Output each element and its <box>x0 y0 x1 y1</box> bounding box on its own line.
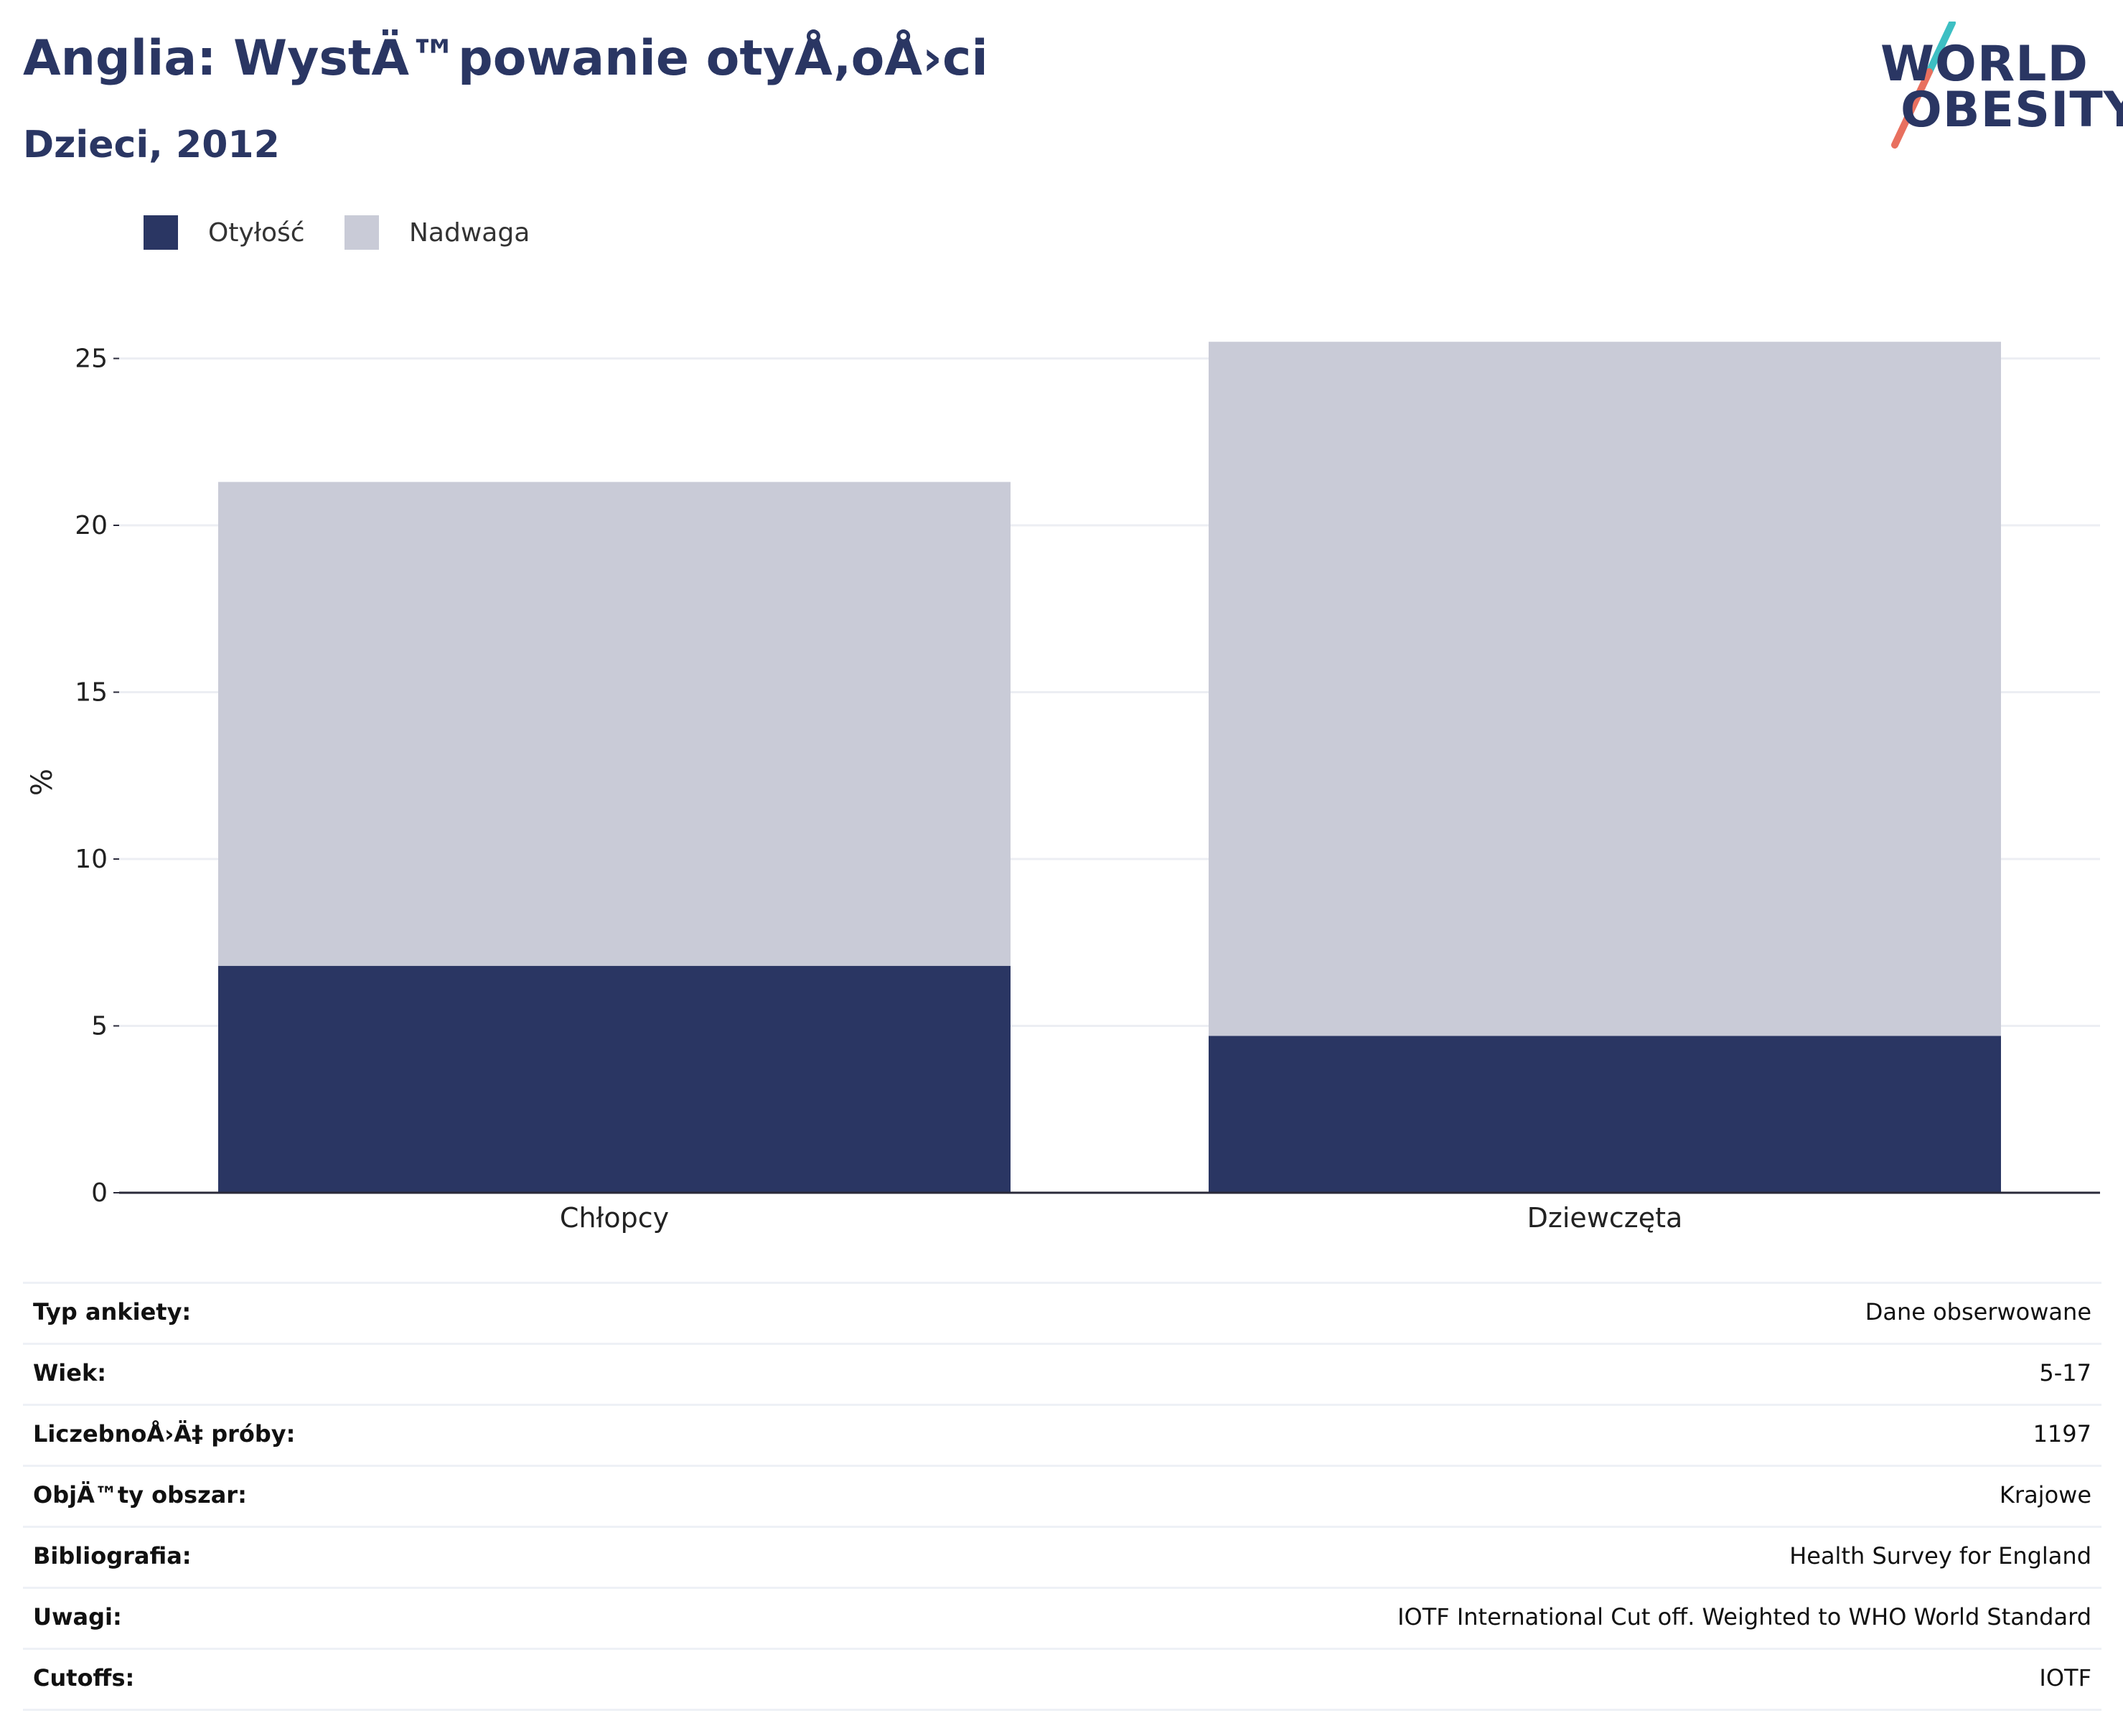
bar-obesity[interactable] <box>218 965 1011 1193</box>
logo-slash-icon <box>1891 22 1956 149</box>
y-axis-title: % <box>26 769 59 796</box>
metadata-row: Uwagi: IOTF International Cut off. Weight… <box>23 1587 2101 1648</box>
logo-word-world: WORLD <box>1880 36 2089 93</box>
chart-title: Anglia: WystÄ™powanie otyÅ‚oÅ›ci <box>23 30 988 87</box>
legend-item-obesity[interactable]: Otyłość <box>144 214 305 251</box>
metadata-row: LiczebnoÅ›Ä‡ próby: 1197 <box>23 1404 2101 1465</box>
world-obesity-logo: WORLD OBESITY <box>1866 22 2123 151</box>
x-category-label: Chłopcy <box>560 1202 669 1234</box>
metadata-row: Bibliografia: Health Survey for England <box>23 1526 2101 1587</box>
metadata-value: 1197 <box>2033 1420 2091 1448</box>
metadata-value: IOTF International Cut off. Weighted to … <box>1397 1603 2091 1631</box>
metadata-key: Wiek: <box>33 1359 107 1387</box>
metadata-row: Typ ankiety: Dane obserwowane <box>23 1282 2101 1343</box>
y-tick-label: 0 <box>91 1178 108 1208</box>
metadata-table: Typ ankiety: Dane obserwowane Wiek: 5-17 Lic… <box>23 1282 2101 1711</box>
metadata-row: Wiek: 5-17 <box>23 1343 2101 1404</box>
axes: 0 5 10 15 20 25 Chłopcy Dziewczęta% <box>26 344 2100 1234</box>
legend-swatch-obesity <box>144 215 178 250</box>
legend-label-overweight: Nadwaga <box>409 217 530 248</box>
y-tick-label: 25 <box>75 344 108 374</box>
chart-subtitle: Dzieci, 2012 <box>23 123 280 166</box>
metadata-key: ObjÄ™ty obszar: <box>33 1481 247 1509</box>
bar-overweight[interactable] <box>218 482 1011 966</box>
y-tick-label: 10 <box>75 845 108 874</box>
metadata-value: Krajowe <box>1999 1481 2091 1509</box>
bars <box>218 342 2001 1193</box>
metadata-value: 5-17 <box>2039 1359 2091 1387</box>
x-category-label: Dziewczęta <box>1527 1202 1683 1234</box>
metadata-key: Bibliografia: <box>33 1542 192 1570</box>
metadata-row: Cutoffs: IOTF <box>23 1648 2101 1711</box>
bar-obesity[interactable] <box>1209 1036 2001 1193</box>
bar-overweight[interactable] <box>1209 342 2001 1036</box>
y-tick-label: 20 <box>75 511 108 540</box>
metadata-key: Cutoffs: <box>33 1664 135 1692</box>
metadata-value: Dane obserwowane <box>1865 1298 2091 1326</box>
stacked-bar-chart: 0 5 10 15 20 25 Chłopcy Dziewczęta% <box>26 342 2100 1234</box>
metadata-key: LiczebnoÅ›Ä‡ próby: <box>33 1420 296 1448</box>
y-tick-label: 15 <box>75 678 108 708</box>
metadata-row: ObjÄ™ty obszar: Krajowe <box>23 1465 2101 1526</box>
metadata-value: Health Survey for England <box>1789 1542 2091 1570</box>
logo-word-obesity: OBESITY <box>1901 82 2123 139</box>
legend-swatch-overweight <box>345 215 379 250</box>
legend-label-obesity: Otyłość <box>208 217 305 248</box>
metadata-key: Uwagi: <box>33 1603 122 1631</box>
legend-item-overweight[interactable]: Nadwaga <box>345 214 530 251</box>
y-tick-label: 5 <box>91 1012 108 1041</box>
metadata-key: Typ ankiety: <box>33 1298 192 1326</box>
metadata-value: IOTF <box>2039 1664 2091 1692</box>
